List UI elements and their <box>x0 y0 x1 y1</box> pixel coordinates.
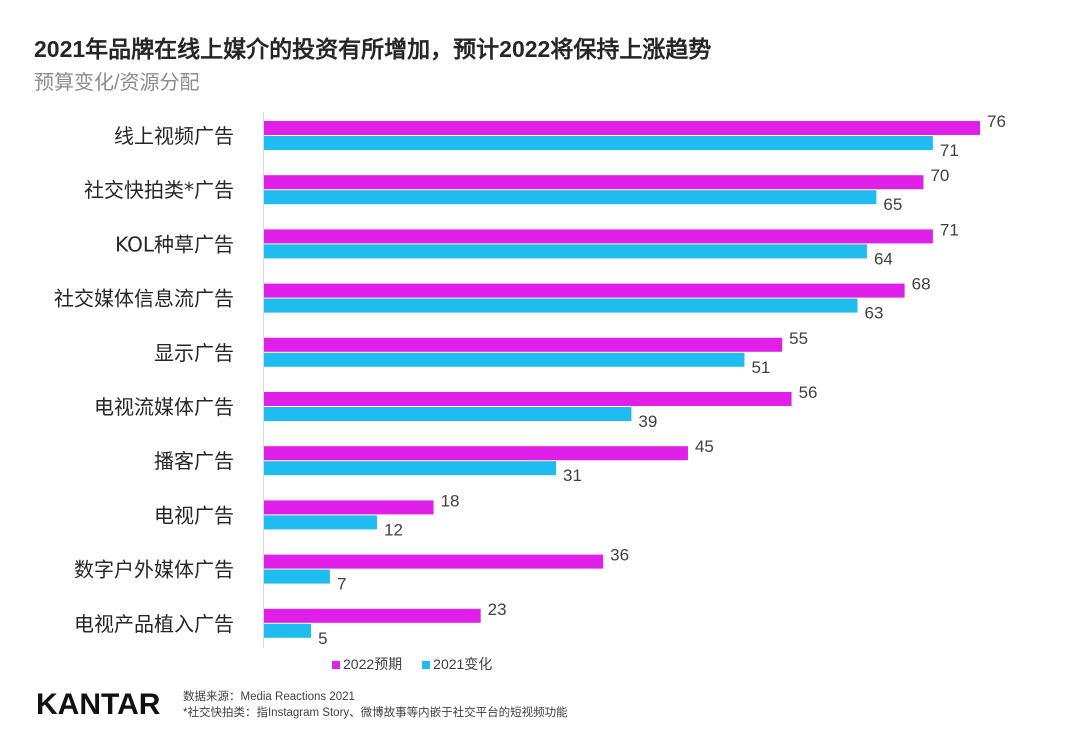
bar-2022 <box>264 554 604 569</box>
bar-2021 <box>264 569 330 584</box>
bar-2022 <box>264 446 688 461</box>
bar-2022 <box>264 283 905 298</box>
data-label: 36 <box>610 546 629 565</box>
data-label: 5 <box>318 629 327 648</box>
chart-subtitle: 预算变化/资源分配 <box>34 72 200 94</box>
legend-item-2021: 2021变化 <box>422 654 492 674</box>
bar-2021 <box>264 190 877 205</box>
bar-2021 <box>264 136 933 150</box>
data-label: 63 <box>865 304 884 323</box>
data-label: 55 <box>789 329 808 348</box>
bar-2022 <box>264 608 481 623</box>
category-label: 显示广告 <box>154 341 234 365</box>
bar-2022 <box>264 229 933 244</box>
bar-2021 <box>264 352 745 367</box>
data-label: 56 <box>799 383 818 402</box>
data-label: 71 <box>940 220 959 239</box>
category-label: 电视广告 <box>154 503 234 527</box>
bar-2021 <box>264 244 867 259</box>
category-label: 社交快拍类*广告 <box>84 178 234 202</box>
data-label: 68 <box>912 275 931 294</box>
data-label: 51 <box>751 358 770 377</box>
data-label: 65 <box>883 195 902 214</box>
bar-2021 <box>264 298 858 313</box>
data-label: 45 <box>695 437 714 456</box>
data-label: 70 <box>930 166 949 185</box>
category-label: 播客广告 <box>154 449 234 473</box>
legend-swatch <box>332 661 340 669</box>
category-label: 线上视频广告 <box>114 124 234 148</box>
bar-2022 <box>264 121 980 135</box>
category-label: 数字户外媒体广告 <box>74 558 234 582</box>
data-label: 23 <box>488 600 507 619</box>
category-label: KOL种草广告 <box>115 232 234 256</box>
legend-label: 2022预期 <box>343 656 403 672</box>
category-label: 社交媒体信息流广告 <box>54 287 234 311</box>
data-label: 31 <box>563 466 582 485</box>
bar-2022 <box>264 175 924 190</box>
bar-2021 <box>264 461 557 476</box>
data-label: 39 <box>638 412 657 431</box>
category-label: 电视流媒体广告 <box>94 395 234 419</box>
bar-2021 <box>264 407 632 421</box>
source-note: 数据来源：Media Reactions 2021 <box>183 691 355 703</box>
kantar-logo: KANTAR <box>36 688 161 721</box>
legend: 2022预期 2021变化 <box>332 654 492 674</box>
bar-2021 <box>264 623 312 638</box>
legend-label: 2021变化 <box>433 656 493 672</box>
footnotes: 数据来源：Media Reactions 2021 *社交快拍类：指Instag… <box>183 689 568 721</box>
definition-note: *社交快拍类：指Instagram Story、微博故事等内嵌于社交平台的短视频… <box>183 707 568 719</box>
data-label: 7 <box>337 575 346 594</box>
bar-2022 <box>264 392 792 406</box>
category-label: 电视产品植入广告 <box>74 612 234 636</box>
bar-2022 <box>264 500 434 515</box>
bar-2022 <box>264 337 783 352</box>
legend-swatch <box>422 661 431 669</box>
data-label: 76 <box>987 112 1006 131</box>
chart-title: 2021年品牌在线上媒介的投资有所增加，预计2022将保持上涨趋势 <box>34 36 712 62</box>
data-label: 64 <box>874 249 893 268</box>
data-label: 71 <box>940 141 959 160</box>
bar-2021 <box>264 515 378 530</box>
legend-item-2022: 2022预期 <box>332 654 402 674</box>
data-label: 12 <box>384 520 403 539</box>
data-label: 18 <box>441 491 460 510</box>
bar-chart: 线上视频广告 76 71 社交快拍类*广告 70 65 KOL种草广告 71 64 社交媒体信息流… <box>54 112 1006 648</box>
